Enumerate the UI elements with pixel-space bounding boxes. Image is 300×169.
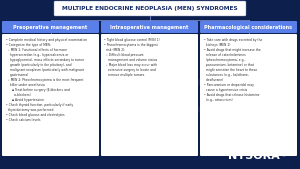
Text: • Complete medical history and physical examination
• Categorize the type of MEN: • Complete medical history and physical … xyxy=(5,38,87,122)
Text: Pharmacological considerations: Pharmacological considerations xyxy=(205,25,292,30)
FancyBboxPatch shape xyxy=(200,34,297,156)
Text: ®: ® xyxy=(281,154,285,158)
FancyBboxPatch shape xyxy=(101,34,198,156)
Text: • Take care with drugs excreted by the
  kidneys (MEN 1)
• Avoid drugs that migh: • Take care with drugs excreted by the k… xyxy=(203,38,262,102)
FancyBboxPatch shape xyxy=(200,21,297,33)
FancyBboxPatch shape xyxy=(54,1,246,16)
FancyBboxPatch shape xyxy=(101,21,198,33)
Text: Intraoperative management: Intraoperative management xyxy=(110,25,189,30)
Text: • Tight blood glucose control (MEN 1)
• Pheochromocytoma is the biggest
  risk (: • Tight blood glucose control (MEN 1) • … xyxy=(104,38,160,77)
Text: MULTIPLE ENDOCRINE NEOPLASIA (MEN) SYNDROMES: MULTIPLE ENDOCRINE NEOPLASIA (MEN) SYNDR… xyxy=(62,6,238,11)
Text: NYSORA: NYSORA xyxy=(81,78,289,122)
FancyBboxPatch shape xyxy=(2,21,99,33)
FancyBboxPatch shape xyxy=(2,34,99,156)
Text: NYSORA: NYSORA xyxy=(228,151,280,161)
Text: Preoperative management: Preoperative management xyxy=(14,25,88,30)
